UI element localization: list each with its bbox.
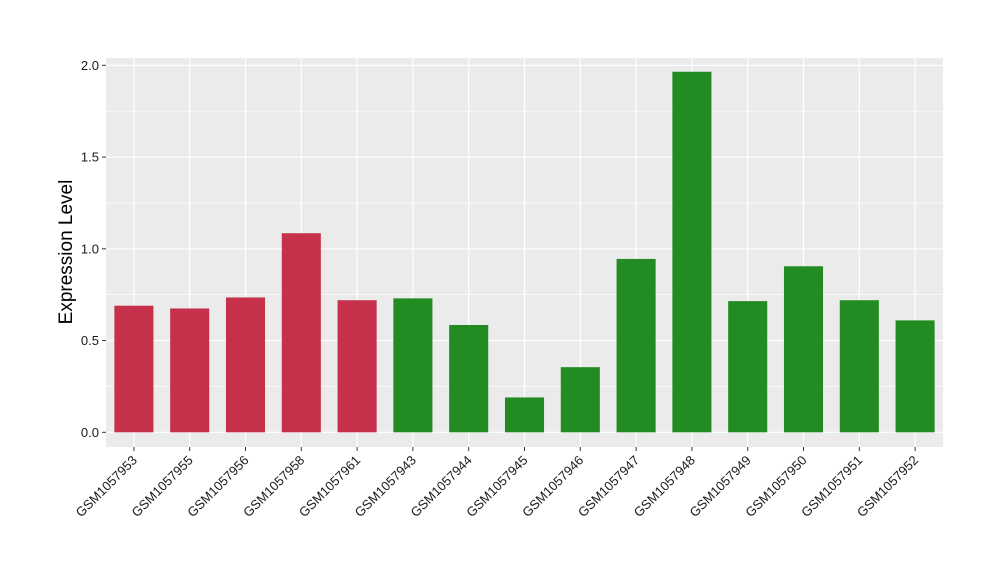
bar-GSM1057947 [616, 258, 656, 433]
bar-GSM1057951 [839, 300, 879, 433]
bar-GSM1057944 [449, 324, 489, 433]
y-tick-label: 0.5 [81, 333, 99, 348]
bar-GSM1057952 [895, 320, 935, 433]
bars [114, 71, 935, 433]
bar-GSM1057953 [114, 305, 154, 433]
bar-GSM1057961 [337, 300, 377, 433]
y-tick-label: 0.0 [81, 425, 99, 440]
bar-GSM1057948 [672, 71, 712, 433]
y-axis-label: Expression Level [56, 180, 77, 325]
bar-GSM1057949 [728, 301, 768, 433]
bar-GSM1057956 [225, 297, 266, 433]
y-tick-label: 2.0 [81, 58, 99, 73]
bar-GSM1057958 [281, 233, 321, 433]
bar-GSM1057945 [504, 397, 545, 433]
bar-GSM1057950 [783, 266, 824, 433]
bar-GSM1057955 [170, 308, 210, 433]
bar-GSM1057943 [393, 298, 433, 433]
bar-GSM1057946 [560, 367, 600, 433]
y-tick-label: 1.0 [81, 241, 99, 256]
y-tick-label: 1.5 [81, 150, 99, 165]
